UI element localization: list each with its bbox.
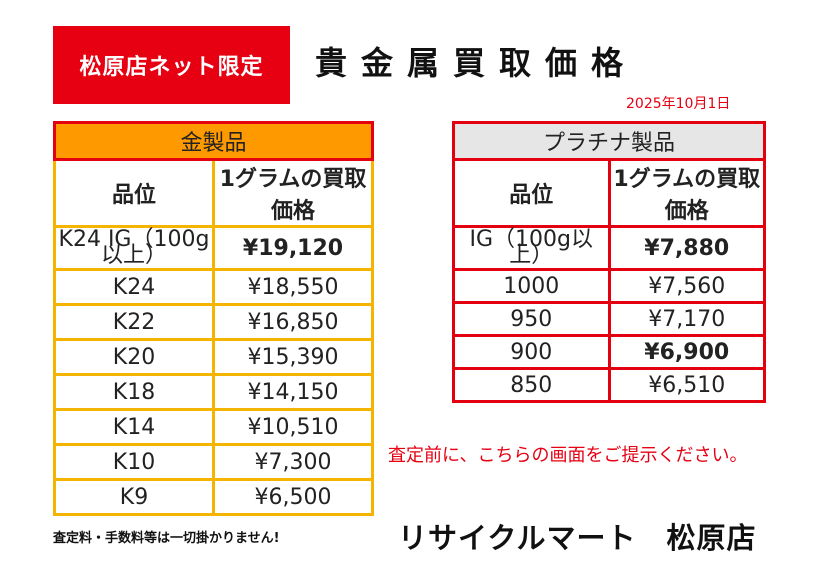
platinum-price-cell-highlight: ¥6,900	[607, 334, 766, 370]
gold-grade-cell: K24 IG（100g以上）	[53, 225, 215, 271]
platinum-grade-cell: IG（100g以上）	[452, 225, 611, 271]
gold-price-column-header: 1グラムの買取価格	[212, 158, 374, 228]
platinum-grade-cell: 950	[452, 301, 611, 337]
show-screen-notice: 査定前に、こちらの画面をご提示ください。	[388, 445, 748, 466]
no-fee-note: 査定料・手数料等は一切掛かりません!	[53, 531, 280, 546]
gold-price-cell: ¥16,850	[212, 303, 374, 341]
page-title: 貴金属買取価格	[315, 44, 638, 82]
price-date: 2025年10月1日	[626, 96, 731, 112]
gold-grade-cell: K9	[53, 478, 215, 516]
gold-price-cell: ¥7,300	[212, 443, 374, 481]
table-row: K20 ¥15,390	[53, 338, 374, 376]
gold-grade-cell: K18	[53, 373, 215, 411]
platinum-grade-cell: 900	[452, 334, 611, 370]
table-row: 950 ¥7,170	[452, 301, 766, 337]
gold-grade-cell: K10	[53, 443, 215, 481]
table-row: K14 ¥10,510	[53, 408, 374, 446]
platinum-price-cell: ¥7,560	[607, 268, 766, 304]
table-row: K22 ¥16,850	[53, 303, 374, 341]
table-row: K9 ¥6,500	[53, 478, 374, 516]
platinum-grade-column-header: 品位	[452, 158, 611, 228]
gold-price-table: 金製品 品位 1グラムの買取価格 K24 IG（100g以上） ¥19,120 …	[53, 121, 374, 516]
gold-grade-cell: K22	[53, 303, 215, 341]
platinum-price-cell: ¥7,170	[607, 301, 766, 337]
store-limited-badge: 松原店ネット限定	[53, 26, 290, 104]
gold-price-cell: ¥15,390	[212, 338, 374, 376]
gold-price-cell: ¥10,510	[212, 408, 374, 446]
table-row: K24 ¥18,550	[53, 268, 374, 306]
shop-name: リサイクルマート 松原店	[398, 521, 757, 555]
gold-price-cell: ¥18,550	[212, 268, 374, 306]
gold-grade-cell: K24	[53, 268, 215, 306]
table-row: 850 ¥6,510	[452, 367, 766, 403]
gold-category-header: 金製品	[53, 121, 374, 161]
table-row: 900 ¥6,900	[452, 334, 766, 370]
gold-grade-column-header: 品位	[53, 158, 215, 228]
platinum-price-cell-highlight: ¥7,880	[607, 225, 766, 271]
gold-grade-cell: K20	[53, 338, 215, 376]
gold-price-cell: ¥14,150	[212, 373, 374, 411]
platinum-category-header: プラチナ製品	[452, 121, 766, 161]
gold-price-cell-highlight: ¥19,120	[212, 225, 374, 271]
table-row: K24 IG（100g以上） ¥19,120	[53, 225, 374, 271]
gold-grade-cell: K14	[53, 408, 215, 446]
gold-price-cell: ¥6,500	[212, 478, 374, 516]
platinum-grade-cell: 1000	[452, 268, 611, 304]
platinum-grade-cell: 850	[452, 367, 611, 403]
table-row: IG（100g以上） ¥7,880	[452, 225, 766, 271]
table-row: K18 ¥14,150	[53, 373, 374, 411]
table-row: K10 ¥7,300	[53, 443, 374, 481]
table-row: 1000 ¥7,560	[452, 268, 766, 304]
platinum-price-table: プラチナ製品 品位 1グラムの買取価格 IG（100g以上） ¥7,880 10…	[452, 121, 766, 403]
platinum-price-column-header: 1グラムの買取価格	[607, 158, 766, 228]
platinum-price-cell: ¥6,510	[607, 367, 766, 403]
